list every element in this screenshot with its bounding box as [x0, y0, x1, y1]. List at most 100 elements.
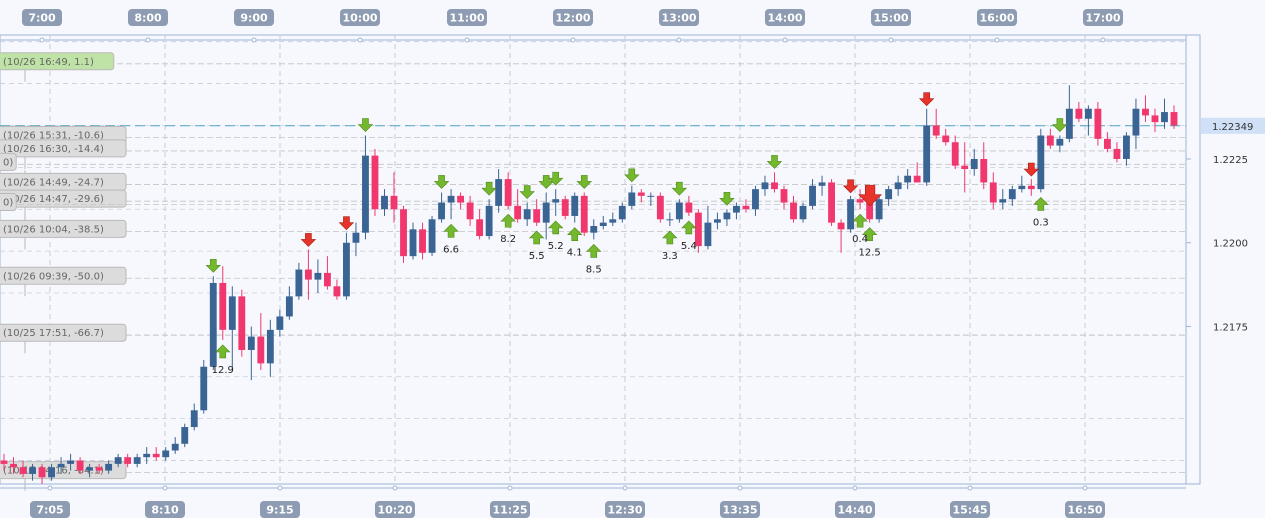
candle-down [466, 202, 474, 220]
candle-up [590, 225, 598, 233]
candle-up [314, 272, 322, 280]
candle-up [999, 199, 1007, 203]
candle-up [761, 182, 769, 190]
candle-down [1113, 148, 1121, 159]
candle-down [771, 182, 778, 190]
candle-down [1027, 185, 1035, 190]
top-time-box [977, 9, 1017, 26]
top-time-label: 12:00 [555, 12, 590, 25]
trade-markers: 12.9 5.5 12.5 0.4 5.4 8.54.15.2 8.2 6.6 3.3 0.3 [205, 92, 1068, 376]
candle-up [200, 366, 208, 411]
candle-down [866, 202, 874, 220]
bottom-time-label: 16:50 [1067, 504, 1102, 517]
candle-down [913, 175, 921, 183]
trade-value-label: 8.5 [586, 264, 602, 275]
trade-value-label: 5.5 [529, 251, 545, 262]
grid [0, 34, 1201, 489]
candle-up [523, 209, 531, 220]
candle-up [1018, 185, 1026, 190]
buy-signal-arrow-icon [357, 118, 374, 132]
candle-up [647, 195, 655, 197]
buy-arrow-icon [215, 344, 231, 359]
candle-down [390, 195, 398, 210]
bottom-time-label: 12:30 [607, 504, 642, 517]
candle-up [276, 316, 284, 330]
candle-down [942, 135, 950, 143]
buy-signal-arrow-icon [576, 175, 592, 189]
buy-arrow-icon [567, 227, 583, 241]
bottom-time-dot [852, 485, 858, 491]
candle-down [76, 460, 84, 471]
candle-down [1075, 108, 1083, 119]
trade-value-label: 4.1 [567, 248, 583, 259]
sell-arrow-icon [842, 179, 859, 194]
candle-up [1123, 135, 1130, 159]
candle-up [571, 195, 579, 216]
candle-up [343, 242, 350, 297]
buy-arrow-icon [662, 230, 678, 245]
candle-down [514, 205, 522, 220]
price-tag-label: (10/25 17:51, -66.7) [3, 328, 104, 339]
candle-up [1084, 108, 1092, 119]
candle-up [713, 219, 721, 223]
trade-value-label: 12.5 [858, 248, 880, 259]
bottom-time-dot [622, 485, 628, 491]
candle-down [304, 269, 312, 280]
top-time-label: 10:00 [342, 12, 377, 25]
top-time-dot [1100, 37, 1106, 43]
candle-up [733, 205, 740, 213]
buy-signal-arrow-icon [519, 185, 535, 199]
candle-up [704, 222, 712, 247]
price-tag [0, 139, 127, 158]
top-time-label: 17:00 [1085, 12, 1120, 25]
candle-down [637, 192, 645, 196]
candle-up [352, 232, 360, 243]
top-time-dot [676, 37, 682, 43]
candle-down [837, 222, 845, 230]
candle-down [980, 158, 988, 183]
bottom-time-box [950, 501, 990, 518]
bottom-time-dot [162, 485, 168, 491]
top-time-dot [570, 37, 576, 43]
bottom-time-dot [1082, 485, 1088, 491]
price-tag [0, 52, 115, 71]
buy-signal-arrow-icon [547, 171, 564, 186]
candle-up [209, 282, 217, 367]
bottom-time-dot [277, 485, 283, 491]
candle-up [1008, 189, 1016, 200]
candle-down [1170, 112, 1178, 126]
sell-arrow-icon [1023, 162, 1040, 177]
top-time-dot [357, 37, 363, 43]
top-time-box [765, 9, 805, 26]
top-time-box [447, 9, 487, 26]
candles [0, 85, 1178, 484]
current-price-tag [1201, 117, 1265, 134]
top-time-dot [994, 37, 1000, 43]
bottom-time-box [490, 501, 530, 518]
buy-signal-arrow-icon [205, 258, 221, 273]
trade-value-label: 12.9 [212, 365, 234, 376]
candle-up [447, 195, 455, 203]
trade-value-label: 0.4 [852, 234, 868, 245]
candle-down [238, 296, 246, 350]
top-time-dot [251, 37, 257, 43]
candle-up [485, 205, 493, 237]
candle-up [381, 195, 388, 210]
candle-down [457, 195, 465, 203]
candle-up [970, 158, 978, 170]
candle-up [48, 467, 55, 478]
buy-arrow-icon [586, 243, 602, 258]
trade-value-label: 8.2 [500, 234, 516, 245]
candle-up [723, 212, 731, 220]
candle-up [609, 219, 617, 223]
buy-arrow-icon [528, 230, 545, 245]
bottom-time-label: 11:25 [492, 504, 527, 517]
candle-up [181, 427, 189, 444]
bottom-time-box [30, 501, 70, 518]
price-tag-label: (10/26 16:30, -14.4) [3, 144, 104, 155]
price-tick-label: 1.2175 [1213, 323, 1248, 334]
candle-up [143, 453, 151, 458]
candle-up [1037, 135, 1045, 190]
candle-up [228, 296, 236, 330]
